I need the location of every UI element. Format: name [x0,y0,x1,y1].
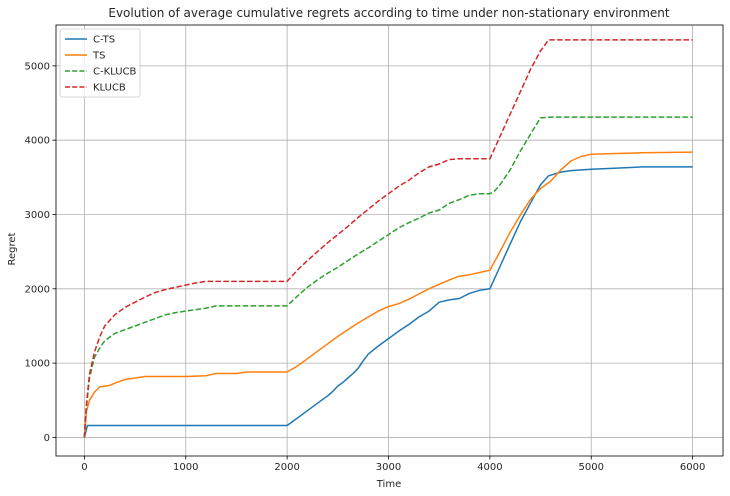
legend-label: KLUCB [93,83,126,94]
x-tick-label: 1000 [173,462,198,473]
x-tick-label: 3000 [376,462,401,473]
legend-label: C-TS [93,35,115,46]
chart-title: Evolution of average cumulative regrets … [108,6,670,20]
series-line-c-ts [83,166,693,438]
legend-frame [59,28,141,98]
y-axis-title: Regret [7,232,18,265]
legend-label: TS [92,51,105,62]
series-line-klucb [83,39,693,438]
x-axis-title: Time [376,479,401,490]
y-tick-label: 4000 [25,136,50,147]
x-tick-label: 0 [81,462,87,473]
series-line-ts [83,151,693,438]
x-tick-label: 6000 [680,462,705,473]
y-tick-label: 5000 [25,61,50,72]
plot-frame [55,24,724,457]
y-tick-label: 1000 [25,359,50,370]
ticks: 0 1000 2000 3000 4000 5000 6000 0 1000 2000 3000 40… [25,61,706,473]
x-tick-label: 2000 [274,462,299,473]
grid [56,25,723,456]
legend: C-TS TS C-KLUCB KLUCB [59,28,141,98]
series-layer [83,39,693,438]
y-tick-label: 2000 [25,284,50,295]
x-tick-label: 4000 [477,462,502,473]
y-tick-label: 0 [44,433,50,444]
series-line-c-klucb [83,116,693,438]
x-tick-label: 5000 [578,462,603,473]
legend-label: C-KLUCB [93,67,137,78]
y-tick-label: 3000 [25,210,50,221]
